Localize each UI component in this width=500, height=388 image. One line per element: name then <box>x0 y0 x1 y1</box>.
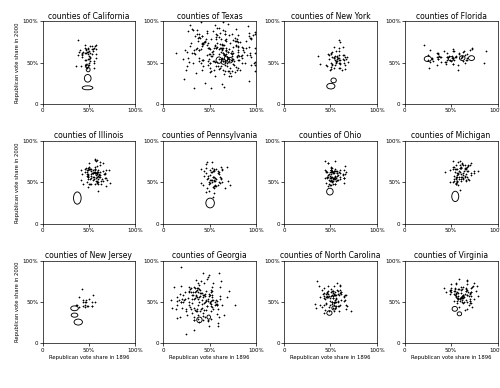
Title: counties of California: counties of California <box>48 12 130 21</box>
Title: counties of Illinois: counties of Illinois <box>54 131 124 140</box>
Title: counties of Virginia: counties of Virginia <box>414 251 488 260</box>
Title: counties of Georgia: counties of Georgia <box>172 251 247 260</box>
Y-axis label: Republican vote share in 2000: Republican vote share in 2000 <box>15 23 20 103</box>
X-axis label: Republican vote share in 1896: Republican vote share in 1896 <box>48 355 129 360</box>
Title: counties of Ohio: counties of Ohio <box>299 131 362 140</box>
Y-axis label: Republican vote share in 2000: Republican vote share in 2000 <box>15 262 20 342</box>
X-axis label: Republican vote share in 1896: Republican vote share in 1896 <box>290 355 370 360</box>
Title: counties of Texas: counties of Texas <box>177 12 242 21</box>
X-axis label: Republican vote share in 1896: Republican vote share in 1896 <box>411 355 492 360</box>
Y-axis label: Republican vote share in 2000: Republican vote share in 2000 <box>15 142 20 223</box>
X-axis label: Republican vote share in 1896: Republican vote share in 1896 <box>170 355 250 360</box>
Title: counties of North Carolina: counties of North Carolina <box>280 251 380 260</box>
Title: counties of Michigan: counties of Michigan <box>412 131 490 140</box>
Title: counties of Florida: counties of Florida <box>416 12 486 21</box>
Title: counties of New York: counties of New York <box>290 12 370 21</box>
Title: counties of New Jersey: counties of New Jersey <box>46 251 132 260</box>
Title: counties of Pennsylvania: counties of Pennsylvania <box>162 131 258 140</box>
